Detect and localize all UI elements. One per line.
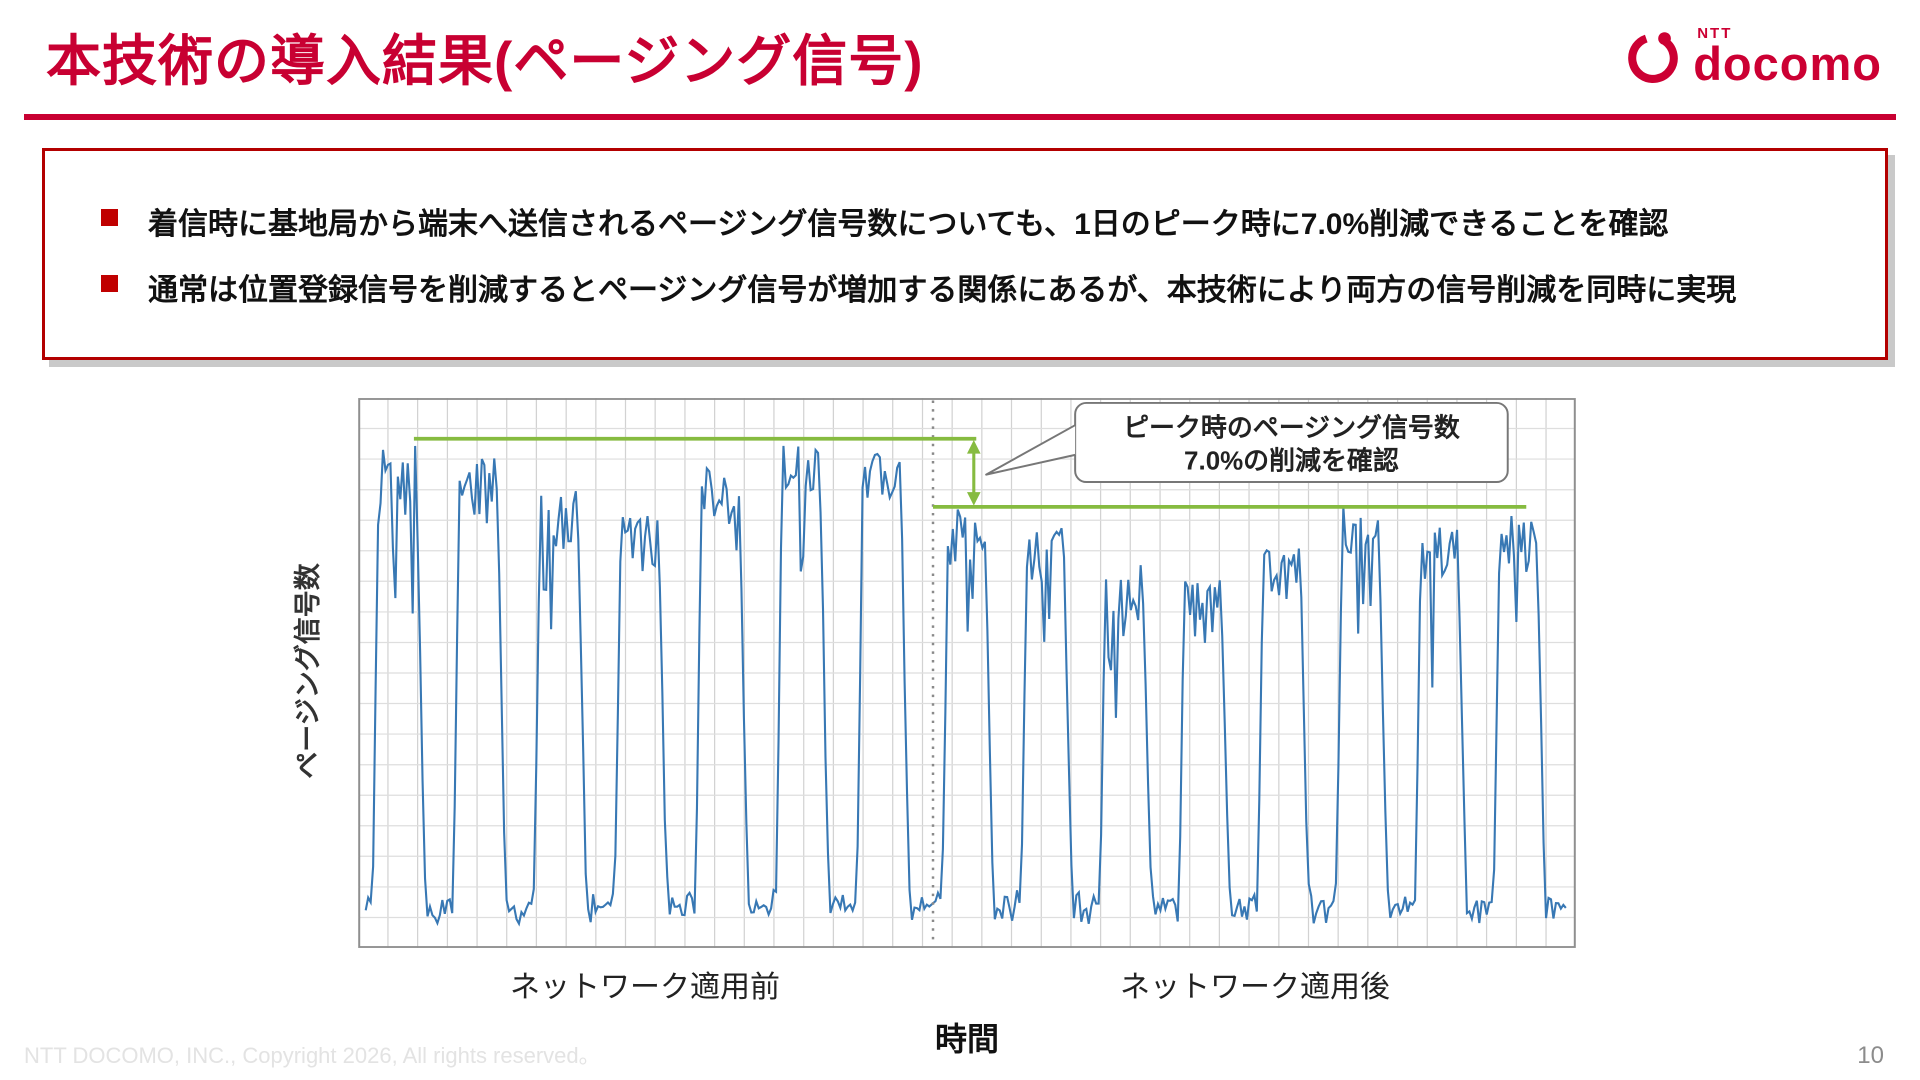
summary-box: 着信時に基地局から端末へ送信されるページング信号数についても、1日のピーク時に7… [42,148,1888,360]
chart-series [364,445,1567,927]
paging-signal-chart: ピーク時のページング信号数 7.0%の削減を確認 [358,398,1576,948]
bullet-text: 通常は位置登録信号を削減するとページング信号が増加する関係にあるが、本技術により… [148,274,1737,307]
callout-text-line2: 7.0%の削減を確認 [1184,446,1399,476]
bullet-square-icon [101,275,118,292]
arrow-head-down-icon [967,492,981,506]
signal-line [364,445,1567,927]
bullet-text: 着信時に基地局から端末へ送信されるページング信号数についても、1日のピーク時に7… [148,208,1669,241]
copyright-text: NTT DOCOMO, INC., Copyright 2026, All ri… [24,1043,601,1068]
arrow-head-up-icon [967,440,981,454]
peak-reduction-callout: ピーク時のページング信号数 7.0%の削減を確認 [985,401,1509,484]
logo-docomo-text: docomo [1693,37,1882,90]
bullet-square-icon [101,209,118,226]
before-label: ネットワーク適用前 [510,971,780,1004]
bullet-item: 着信時に基地局から端末へ送信されるページング信号数についても、1日のピーク時に7… [81,199,1849,243]
page-number: 10 [1857,1042,1884,1069]
callout-text-line1: ピーク時のページング信号数 [1123,413,1460,442]
title-underline [24,114,1896,120]
docomo-logo-text: NTT docomo [1693,26,1882,87]
y-axis-label: ページング信号数 [293,563,323,779]
logo-ntt-text: NTT [1697,25,1733,42]
docomo-logo: NTT docomo [1623,26,1882,87]
callout-box [1074,401,1509,484]
after-label: ネットワーク適用後 [1120,971,1390,1004]
bullet-item: 通常は位置登録信号を削減するとページング信号が増加する関係にあるが、本技術により… [81,265,1849,309]
callout-pointer [985,424,1076,476]
x-axis-label: 時間 [934,1021,1000,1057]
chart-figure: ページング信号数 ピーク時のページング信号数 7.0%の削減を確認 ネットワーク… [293,398,1576,1057]
docomo-logo-icon [1628,31,1679,83]
chart-annotations [413,400,1527,946]
page-title: 本技術の導入結果(ページング信号) [46,30,924,92]
